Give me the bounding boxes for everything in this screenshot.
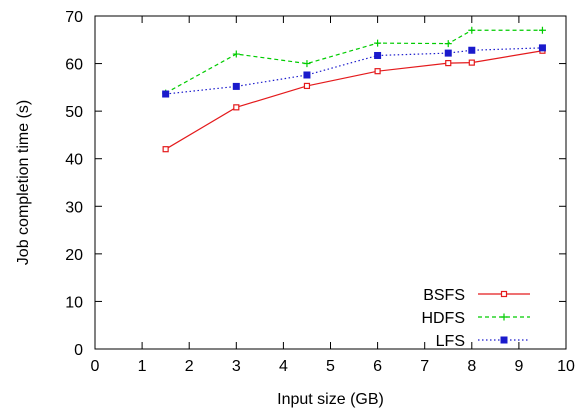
y-tick-label: 50 xyxy=(65,104,83,121)
y-tick-label: 40 xyxy=(65,152,83,169)
legend-label-bsfs: BSFS xyxy=(423,287,465,304)
x-tick-label: 1 xyxy=(138,358,147,375)
data-point-lfs xyxy=(374,51,382,59)
legend-label-lfs: LFS xyxy=(436,333,465,350)
y-tick-label: 60 xyxy=(65,57,83,74)
data-point-hdfs xyxy=(303,60,311,68)
data-point-lfs xyxy=(444,49,452,57)
x-tick-label: 9 xyxy=(514,358,523,375)
series-line-lfs xyxy=(165,47,543,95)
series-line-bsfs xyxy=(165,50,543,150)
legend-marker-bsfs xyxy=(500,290,508,298)
y-tick-label: 70 xyxy=(65,9,83,26)
legend-marker-lfs xyxy=(500,336,508,344)
data-point-hdfs xyxy=(374,39,382,47)
x-tick-label: 3 xyxy=(232,358,241,375)
x-tick-label: 7 xyxy=(420,358,429,375)
y-tick-label: 30 xyxy=(65,199,83,216)
x-tick-label: 5 xyxy=(326,358,335,375)
data-point-lfs xyxy=(468,46,476,54)
y-tick-label: 0 xyxy=(74,342,83,359)
data-point-bsfs xyxy=(303,82,311,90)
plot-area: 0 1 2 3 4 5 6 7 8 9 10 0 10 20 30 40 50 60 70 BSFS HDFS LFS xyxy=(65,9,575,375)
data-point-lfs xyxy=(232,82,240,90)
x-tick-label: 4 xyxy=(279,358,288,375)
x-tick-label: 6 xyxy=(373,358,382,375)
y-axis-title: Job completion time (s) xyxy=(15,100,32,265)
data-point-lfs xyxy=(162,90,170,98)
data-point-bsfs xyxy=(468,59,475,66)
data-point-hdfs xyxy=(444,40,452,48)
x-tick-label: 0 xyxy=(91,358,100,375)
y-tick-label: 20 xyxy=(65,247,83,264)
data-point-bsfs xyxy=(445,59,452,67)
data-point-bsfs xyxy=(233,104,240,111)
x-tick-label: 10 xyxy=(557,358,575,375)
x-tick-label: 8 xyxy=(467,358,476,375)
data-point-lfs xyxy=(538,44,546,52)
data-point-hdfs xyxy=(538,26,546,34)
data-point-bsfs xyxy=(162,146,169,153)
legend-marker-hdfs xyxy=(500,313,508,321)
x-tick-label: 2 xyxy=(185,358,194,375)
data-point-lfs xyxy=(303,71,311,79)
data-point-hdfs xyxy=(232,50,240,58)
x-axis-title: Input size (GB) xyxy=(277,391,384,408)
data-point-bsfs xyxy=(374,68,381,75)
legend-label-hdfs: HDFS xyxy=(421,310,465,327)
data-point-hdfs xyxy=(468,26,476,34)
plot-frame xyxy=(94,15,567,350)
series-line-hdfs xyxy=(165,29,543,94)
y-tick-label: 10 xyxy=(65,294,83,311)
